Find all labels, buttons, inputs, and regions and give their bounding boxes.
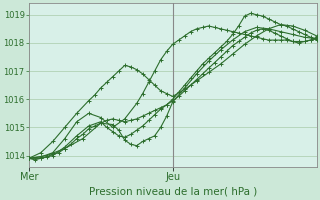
X-axis label: Pression niveau de la mer( hPa ): Pression niveau de la mer( hPa ) (89, 187, 257, 197)
